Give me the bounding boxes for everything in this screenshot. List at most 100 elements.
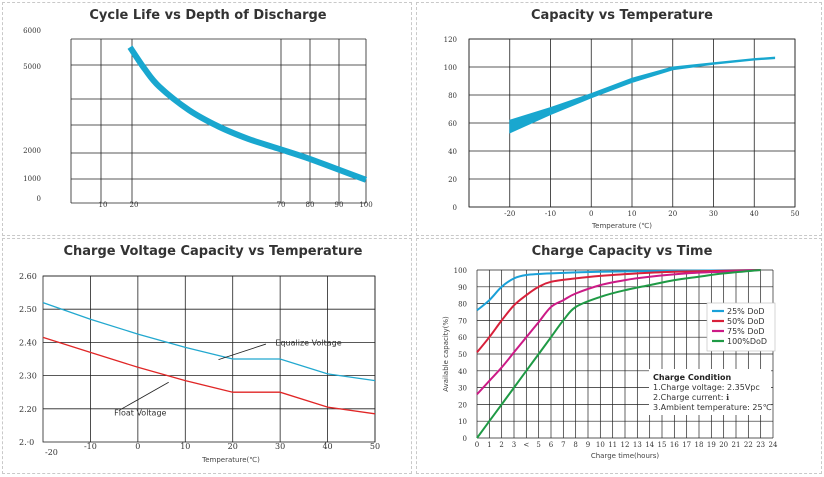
x-tick-label: 9 (586, 441, 590, 449)
x-tick-label: 100 (359, 201, 372, 209)
x-tick-label: 1 (487, 441, 491, 449)
x-tick-label: 20 (668, 210, 677, 218)
x-tick-label: 19 (707, 441, 716, 449)
y-tick-label: 2.50 (19, 305, 37, 314)
y-tick-label: 80 (448, 92, 457, 100)
x-tick-label: 24 (769, 441, 778, 449)
x-tick-label: 18 (695, 441, 704, 449)
legend-label: 25% DoD (727, 307, 765, 316)
y-tick-label: 90 (458, 284, 467, 292)
y-tick-label: 5000 (23, 63, 41, 71)
note-line: 1.Charge voltage: 2.35Vpc (653, 383, 760, 392)
y-tick-label: 0 (37, 195, 41, 203)
x-tick-label: -10 (84, 442, 97, 451)
y-tick-label: 80 (458, 301, 467, 309)
chart-capacity-temperature: Capacity vs Temperature120100806040200-2… (444, 8, 800, 230)
y-tick-label: 60 (458, 334, 467, 342)
series-line (476, 269, 761, 439)
x-tick-label: 17 (682, 441, 691, 449)
y-tick-label: 100 (454, 267, 467, 275)
legend-label: 100%DoD (727, 337, 767, 346)
note-line: 2.Charge current: ℹ (653, 393, 729, 402)
y-tick-label: 0 (453, 204, 457, 212)
y-tick-label: 50 (458, 351, 467, 359)
x-tick-label: 11 (608, 441, 617, 449)
chart-title: Charge Capacity vs Time (532, 244, 713, 259)
x-tick-label: 10 (596, 441, 605, 449)
y-tick-label: 2.40 (19, 338, 37, 347)
x-tick-label: 5 (536, 441, 540, 449)
x-tick-label: 70 (277, 201, 286, 209)
y-tick-label: 100 (444, 64, 457, 72)
legend-label: 75% DoD (727, 327, 765, 336)
y-tick-label: 2.·0 (19, 438, 34, 447)
y-tick-label: 2.30 (19, 372, 37, 381)
callout-line (118, 381, 169, 411)
x-tick-label: 12 (621, 441, 630, 449)
y-tick-label: 40 (458, 368, 467, 376)
x-tick-label: 10 (628, 210, 637, 218)
panel-charge-voltage: Charge Voltage Capacity vs Temperature 2.… (2, 238, 412, 474)
x-axis-label: Temperature(℃) (201, 456, 260, 464)
y-tick-label: 0 (463, 435, 467, 443)
y-axis-label: Available capacity(%) (442, 316, 450, 392)
x-tick-label: 8 (573, 441, 577, 449)
x-tick-label: 0 (475, 441, 479, 449)
y-tick-label: 60 (448, 120, 457, 128)
y-tick-label: 20 (458, 401, 467, 409)
series-line (476, 269, 761, 395)
y-tick-label: 70 (458, 317, 467, 325)
y-tick-label: 10 (458, 418, 467, 426)
series-line (476, 269, 761, 353)
y-tick-label: 6000 (23, 27, 41, 35)
x-tick-label: 90 (335, 201, 344, 209)
series-line (42, 301, 376, 382)
x-tick-label: 80 (306, 201, 315, 209)
x-tick-label: < (523, 441, 529, 449)
x-tick-label: 20 (719, 441, 728, 449)
x-tick-label: 3 (512, 441, 516, 449)
x-tick-label: -20 (504, 210, 515, 218)
x-tick-label: 14 (645, 441, 654, 449)
x-tick-label: 13 (633, 441, 642, 449)
y-tick-label: 40 (448, 148, 457, 156)
series-label: Float Voltage (114, 408, 166, 417)
x-tick-label: -10 (545, 210, 556, 218)
note-title: Charge Condition (653, 373, 731, 382)
legend-label: 50% DoD (727, 317, 765, 326)
chart-cycle-life: Cycle Life vs Depth of Discharge 6000 5000… (23, 8, 373, 209)
plot-frame (468, 38, 796, 208)
callout-line (218, 343, 267, 361)
x-tick-label: 6 (549, 441, 554, 449)
chart-title: Capacity vs Temperature (531, 8, 713, 23)
x-tick-label: 40 (322, 442, 332, 451)
capacity-band (509, 56, 776, 134)
chart-charge-capacity-time: Charge Capacity vs Time10090807060504030… (442, 244, 778, 460)
series-label: Equalize Voltage (275, 339, 341, 348)
x-tick-label: 7 (561, 441, 565, 449)
x-tick-label: 20 (228, 442, 238, 451)
x-tick-label: 10 (180, 442, 190, 451)
chart-title: Charge Voltage Capacity vs Temperature (63, 244, 362, 259)
chart-charge-voltage: Charge Voltage Capacity vs Temperature 2.… (19, 244, 380, 464)
y-tick-label: 1000 (23, 175, 41, 183)
y-tick-label: 30 (458, 385, 467, 393)
y-tick-label: 2.20 (19, 405, 37, 414)
x-tick-label: 30 (275, 442, 285, 451)
note-line: 3.Ambient temperature: 25℃ (653, 403, 772, 412)
chart-title: Cycle Life vs Depth of Discharge (89, 8, 326, 23)
note-box (649, 369, 771, 415)
x-tick-label: 0 (589, 210, 593, 218)
x-tick-label: 2 (499, 441, 503, 449)
x-tick-label: 0 (135, 442, 140, 451)
y-tick-label: 2000 (23, 147, 41, 155)
series-line (476, 269, 761, 312)
x-tick-label: -20 (45, 448, 58, 457)
panel-charge-capacity-time: Charge Capacity vs Time 100 90 80 70 60 50 40 30… (416, 238, 822, 474)
y-tick-label: 2.60 (19, 272, 37, 281)
x-tick-label: 30 (709, 210, 718, 218)
x-tick-label: 50 (370, 442, 380, 451)
panel-capacity-temperature: Capacity vs Temperature 120 100 80 60 40 20 0 -2… (416, 2, 822, 236)
series-line (42, 336, 376, 415)
plot-frame (42, 275, 376, 443)
